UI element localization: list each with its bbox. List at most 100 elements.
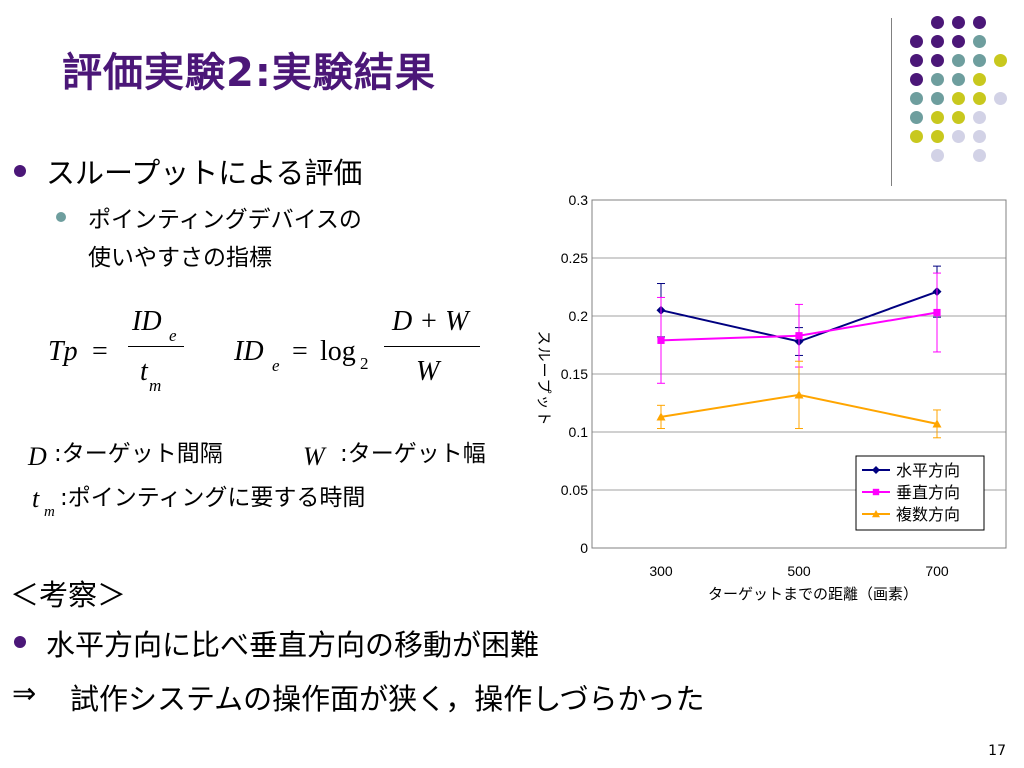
sub-bullet-dot	[56, 212, 66, 222]
def-t-subscript: m	[44, 504, 55, 520]
x-axis-label: ターゲットまでの距離（画素）	[708, 585, 918, 603]
page-number: 17	[988, 743, 1006, 759]
formula-id-lhs: ID	[234, 336, 264, 367]
decorative-dot	[952, 111, 965, 124]
formula-id-subscript: e	[169, 326, 177, 345]
y-axis-label-char: プ	[535, 378, 552, 393]
bullet-dot	[14, 165, 26, 177]
decorative-dot	[910, 111, 923, 124]
data-point-marker	[656, 412, 666, 421]
y-axis-label-char: ル	[535, 346, 552, 361]
decorative-dot	[952, 92, 965, 105]
data-point-marker	[872, 466, 880, 474]
series-triangle	[656, 360, 942, 439]
decorative-dot	[994, 92, 1007, 105]
decorative-dot	[931, 54, 944, 67]
def-d-symbol: D	[28, 442, 47, 471]
bullet-dot	[14, 636, 26, 648]
bullet-throughput: スループットによる評価	[46, 156, 363, 190]
formula-fraction-bar-2	[384, 346, 480, 347]
legend-label: 複数方向	[896, 506, 960, 524]
formula-fraction-bar-1	[128, 346, 184, 347]
y-axis-label-char: ッ	[535, 394, 552, 409]
decorative-dot	[994, 54, 1007, 67]
y-tick-label: 0.2	[569, 308, 589, 324]
def-t-text: :ポインティングに要する時間	[60, 485, 366, 511]
data-point-marker	[872, 510, 880, 518]
conclusion-text: 試作システムの操作面が狭く，操作しづらかった	[70, 682, 705, 716]
y-axis-label-char: ス	[535, 330, 552, 345]
decorative-dot	[952, 130, 965, 143]
decorative-dot	[973, 92, 986, 105]
throughput-formula: Tp = ID e t m ID e = log 2 D + W W	[48, 306, 528, 402]
y-axis-label-char: ト	[535, 410, 552, 425]
decorative-dot	[931, 16, 944, 29]
decorative-dot	[910, 130, 923, 143]
formula-tp: Tp	[48, 336, 78, 367]
decorative-dot	[931, 111, 944, 124]
y-axis-label-char: ー	[535, 362, 552, 377]
decorative-dot	[931, 35, 944, 48]
decorative-dot	[952, 54, 965, 67]
y-tick-label: 0	[580, 540, 588, 556]
decorative-dot	[973, 35, 986, 48]
data-point-marker	[933, 308, 941, 317]
formula-w-denominator: W	[416, 356, 440, 387]
y-tick-label: 0.05	[561, 482, 588, 498]
sub-bullet-line2: 使いやすさの指標	[88, 245, 272, 271]
decorative-dot	[931, 73, 944, 86]
series-square	[657, 272, 941, 384]
bullet-vertical-difficulty: 水平方向に比べ垂直方向の移動が困難	[46, 628, 540, 662]
decorative-dot	[973, 149, 986, 162]
x-tick-label: 300	[649, 563, 673, 579]
decorative-dot	[931, 92, 944, 105]
decorative-dot	[952, 73, 965, 86]
y-tick-label: 0.25	[561, 250, 588, 266]
data-point-marker	[794, 390, 804, 399]
decorative-dot	[931, 130, 944, 143]
decorative-dot	[910, 92, 923, 105]
def-d-text: :ターゲット間隔	[54, 441, 223, 467]
y-axis-label: スループット	[535, 330, 552, 425]
y-axis-tick-labels: 0 0.05 0.1 0.15 0.2 0.25 0.3	[561, 192, 588, 556]
formula-id-lhs-subscript: e	[272, 356, 280, 375]
x-tick-label: 700	[925, 563, 949, 579]
decorative-dot	[973, 111, 986, 124]
def-w-text: :ターゲット幅	[340, 441, 486, 467]
y-tick-label: 0.15	[561, 366, 588, 382]
legend-label: 水平方向	[896, 462, 960, 480]
formula-t-denominator: t	[140, 356, 148, 387]
def-t-symbol: t	[32, 484, 40, 513]
x-tick-label: 500	[787, 563, 811, 579]
formula-d-plus-w: D + W	[392, 306, 469, 337]
plot-area-frame	[591, 199, 1007, 549]
legend-label: 垂直方向	[896, 484, 960, 502]
chart-series-group	[656, 265, 942, 439]
x-axis-tick-labels: 300 500 700	[649, 563, 949, 579]
decorative-dot	[910, 73, 923, 86]
formula-equals-2: =	[292, 336, 308, 367]
formula-t-subscript: m	[149, 376, 162, 395]
decorative-dot	[910, 54, 923, 67]
throughput-line-chart: 0 0.05 0.1 0.15 0.2 0.25 0.3 300 500 700 水平方向垂直方…	[535, 192, 1007, 603]
decorative-dot	[952, 35, 965, 48]
consideration-heading: ＜考察＞	[10, 578, 127, 612]
formula-log: log	[320, 336, 356, 367]
slide-title: 評価実験2:実験結果	[62, 50, 436, 96]
decorative-dot	[973, 130, 986, 143]
data-point-marker	[657, 336, 665, 344]
data-point-marker	[932, 419, 942, 428]
decorative-dot	[952, 16, 965, 29]
def-w-symbol: W	[303, 442, 325, 471]
implies-arrow: ⇒	[12, 676, 37, 710]
decorative-dot	[973, 73, 986, 86]
formula-log-base: 2	[360, 354, 369, 373]
data-point-marker	[872, 488, 880, 496]
decorative-dot	[973, 16, 986, 29]
divider-line	[891, 18, 892, 186]
sub-bullet-line1: ポインティングデバイスの	[88, 207, 362, 233]
y-tick-label: 0.3	[569, 192, 589, 208]
decorative-dot	[910, 35, 923, 48]
data-point-marker	[795, 332, 803, 340]
